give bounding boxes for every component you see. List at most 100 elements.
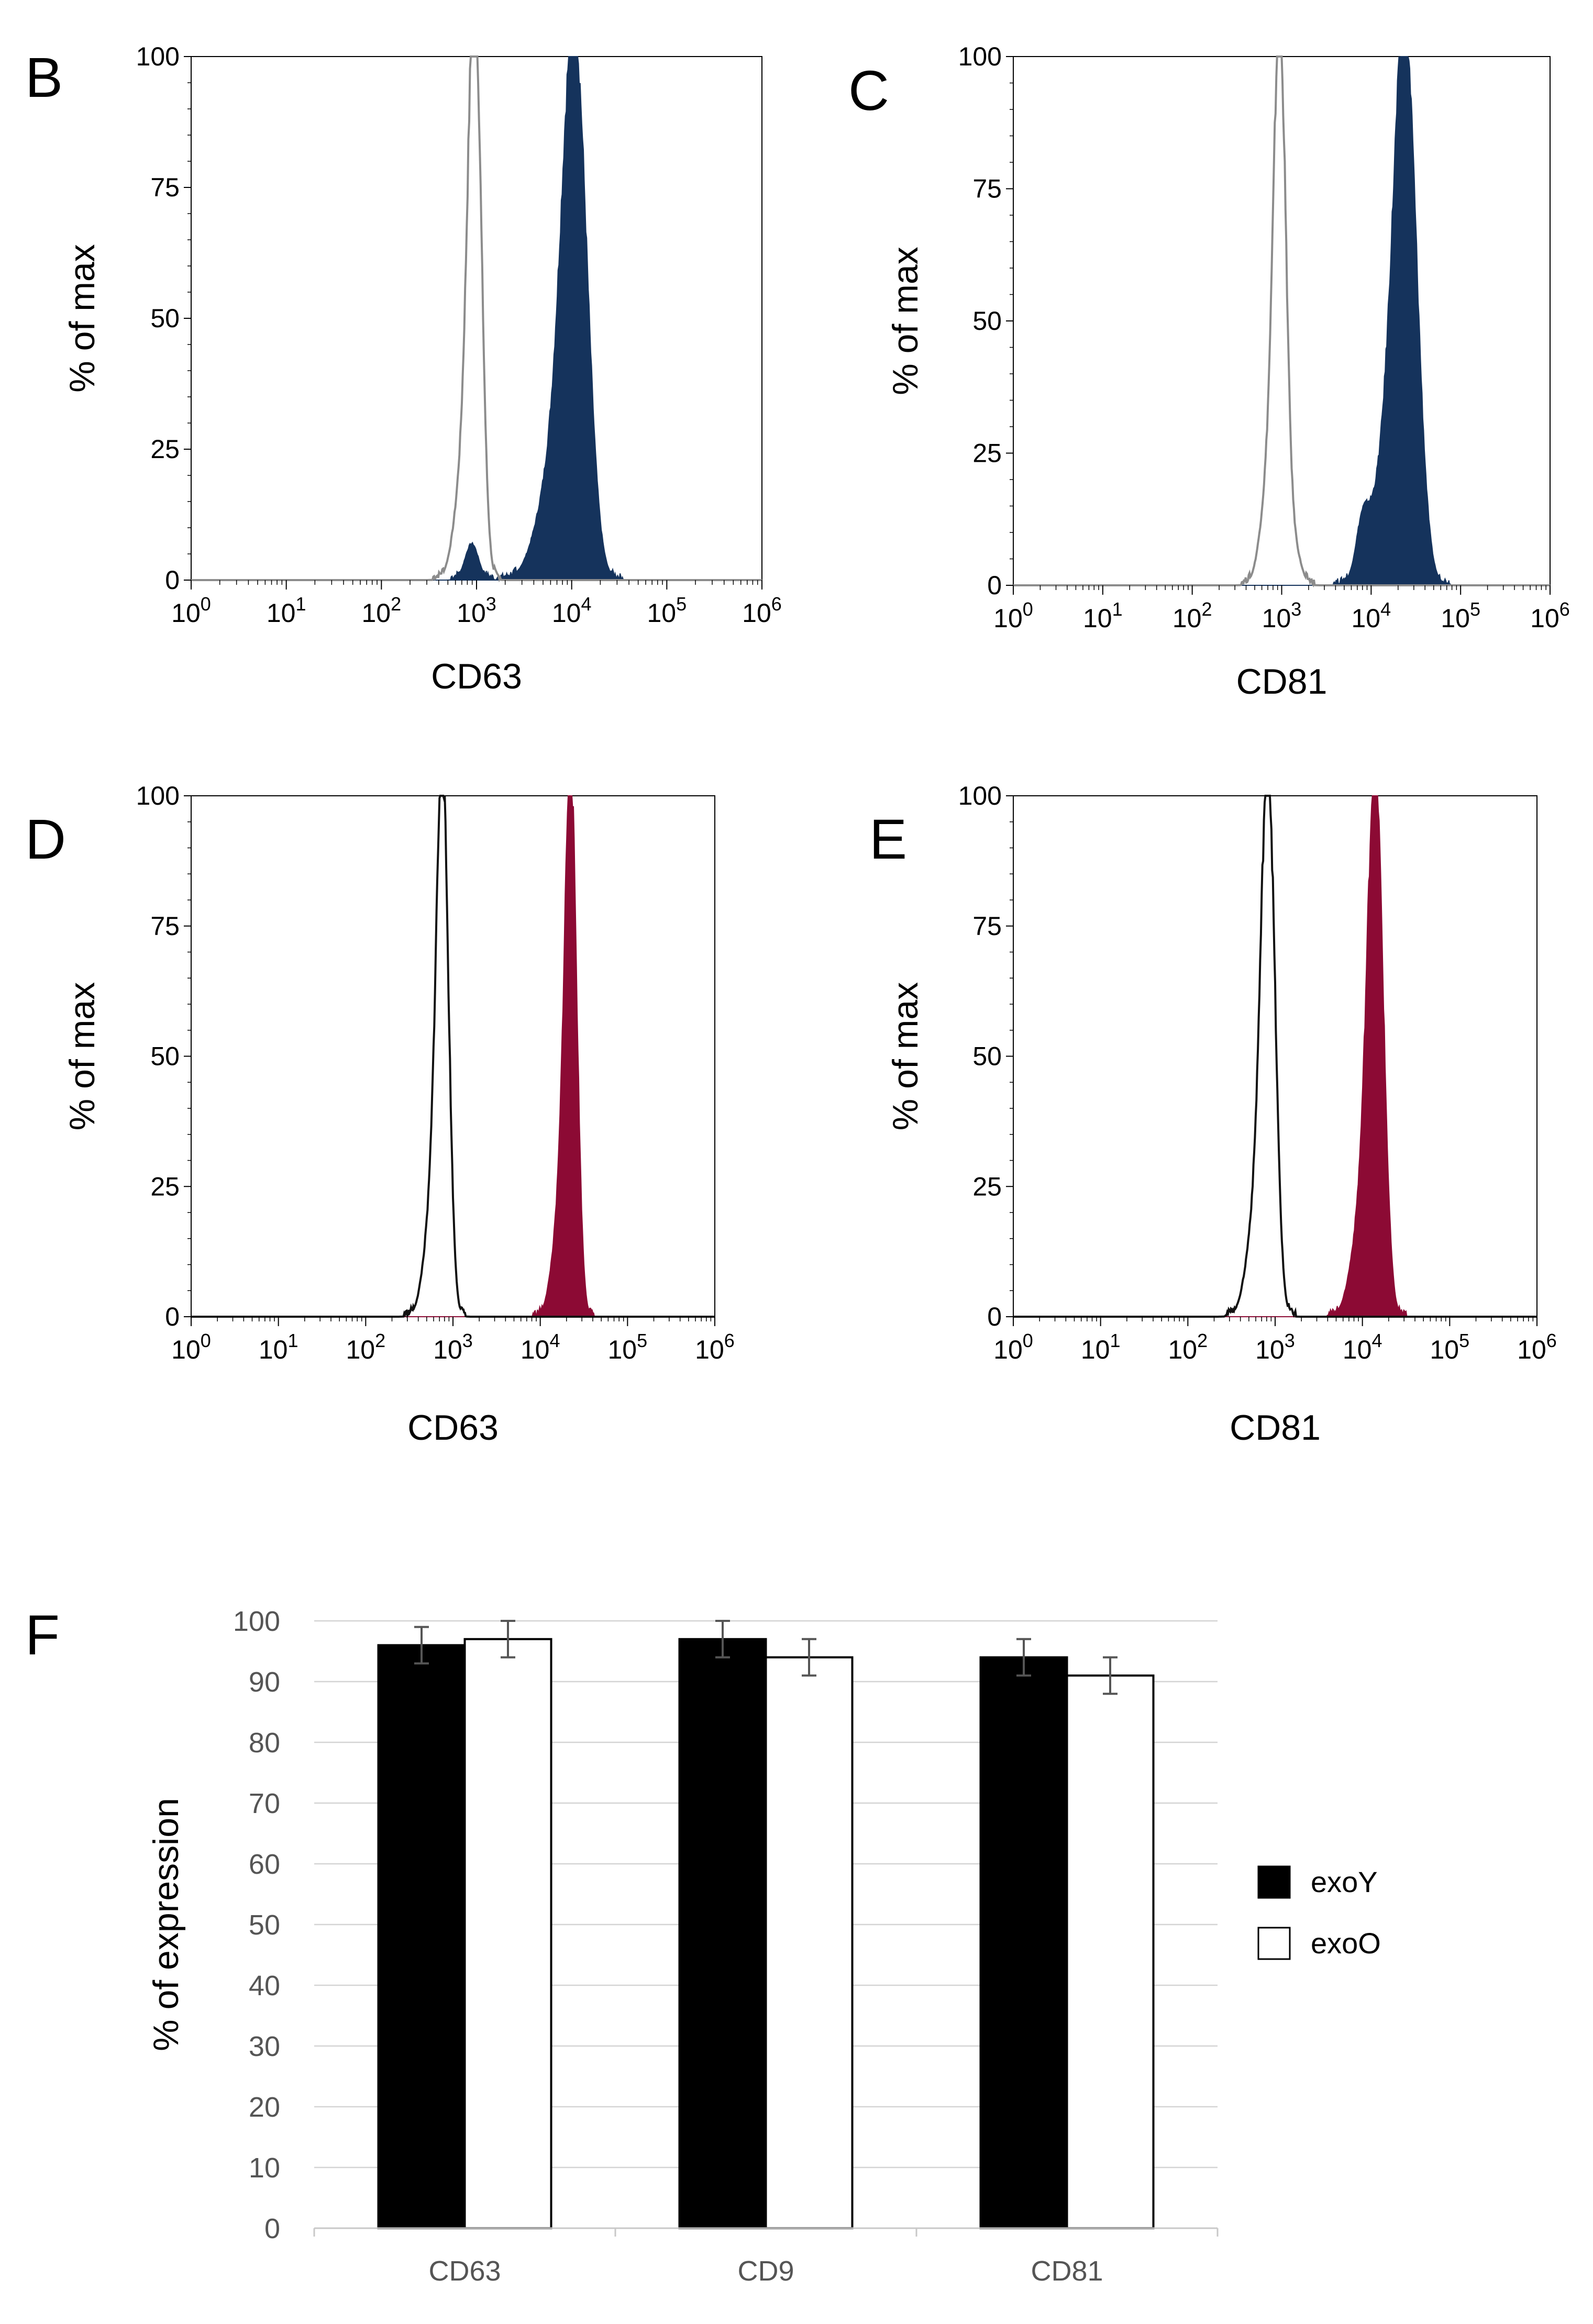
x-tick-label: 101: [267, 593, 306, 628]
y-tick-label: 50: [150, 1042, 180, 1071]
histogram-fill-cd63-b: [191, 56, 762, 582]
panel-letter-f: F: [25, 1603, 60, 1666]
x-tick-exponent: 0: [1023, 598, 1033, 620]
bar-exoO-CD81: [1066, 1674, 1155, 2229]
y-ticks-d: 0 25 50 75 100: [136, 781, 191, 1331]
x-tick-exponent: 6: [1559, 598, 1570, 620]
x-ticks-d: 100 101 102 103 104 105 106: [171, 1317, 735, 1364]
panel-letter-d: D: [25, 807, 66, 871]
y-tick-label: 60: [249, 1849, 280, 1880]
x-tick-exponent: 2: [391, 593, 401, 615]
legend-label-exoo: exoO: [1311, 1927, 1381, 1960]
y-tick-label: 10: [249, 2152, 280, 2184]
y-tick-label: 50: [249, 1909, 280, 1941]
x-ticks-b: 100 101 102 103 104 105 106: [171, 580, 782, 628]
histogram-panel-d: D 0 25 50 75 100 100 101 102 103 104 105…: [25, 781, 735, 1448]
bar-exoY-CD9: [678, 1638, 767, 2229]
x-tick-base: 10: [267, 598, 296, 628]
y-tick-label: 0: [264, 2213, 280, 2244]
x-tick-exponent: 6: [724, 1330, 735, 1351]
y-axis-label-b: % of max: [62, 244, 102, 392]
x-tick-base: 10: [1430, 1335, 1459, 1364]
minor-ticks-e: [1010, 821, 1534, 1321]
y-ticks-c: 0 25 50 75 100: [958, 42, 1013, 600]
bar-exoY-CD81: [979, 1656, 1068, 2230]
error-bar-exoO-CD63: [501, 1620, 515, 1659]
category-label: CD63: [428, 2255, 501, 2287]
x-tick-base: 10: [362, 598, 391, 628]
x-tick-label: 106: [1517, 1330, 1557, 1364]
x-tick-label: 103: [1255, 1330, 1295, 1364]
x-tick-base: 10: [259, 1335, 288, 1364]
x-tick-base: 10: [742, 598, 771, 628]
legend-swatch-exoo: [1257, 1927, 1291, 1960]
panel-letter-e: E: [869, 807, 907, 871]
x-tick-label: 100: [171, 1330, 211, 1364]
y-axis-label-d: % of max: [62, 982, 102, 1130]
histogram-outline-control-b: [191, 55, 762, 583]
error-bar-exoY-CD9: [715, 1620, 730, 1659]
y-tick-label: 80: [249, 1727, 280, 1759]
histogram-outline-control-c: [1013, 55, 1550, 588]
x-tick-base: 10: [521, 1335, 550, 1364]
x-tick-base: 10: [457, 598, 486, 628]
x-tick-base: 10: [1262, 604, 1291, 633]
x-tick-label: 102: [1172, 598, 1212, 633]
x-tick-base: 10: [1352, 604, 1381, 633]
x-tick-exponent: 5: [676, 593, 687, 615]
x-tick-exponent: 3: [1291, 598, 1301, 620]
bar-exoY-CD63: [377, 1644, 466, 2229]
y-tick-label: 20: [249, 2092, 280, 2123]
histogram-fill-cd81-e: [1013, 795, 1537, 1317]
histogram-panel-c: C 0 25 50 75 100 100 101 102 103 104 105…: [848, 42, 1570, 702]
x-tick-exponent: 1: [1112, 598, 1123, 620]
y-ticks-f: 0 10 20 30 40 50 60 70 80 90 100: [233, 1606, 280, 2244]
bars-f: [377, 1620, 1155, 2230]
y-tick-label: 100: [958, 781, 1002, 810]
x-tick-exponent: 4: [1380, 598, 1391, 620]
y-tick-label: 50: [972, 1042, 1002, 1071]
x-tick-label: 103: [457, 593, 496, 628]
x-tick-label: 105: [608, 1330, 648, 1364]
x-tick-label: 103: [433, 1330, 473, 1364]
histogram-fill-cd81-c: [1013, 56, 1550, 586]
error-bar-exoY-CD63: [414, 1626, 429, 1665]
y-tick-label: 25: [150, 435, 180, 464]
bar-exoO-CD9: [765, 1656, 854, 2230]
x-axis-label-b: CD63: [431, 657, 522, 696]
x-tick-label: 106: [695, 1330, 735, 1364]
y-tick-label: 25: [150, 1172, 180, 1201]
y-tick-label: 30: [249, 2031, 280, 2062]
x-tick-exponent: 1: [295, 593, 306, 615]
x-tick-exponent: 1: [287, 1330, 298, 1351]
x-tick-base: 10: [647, 598, 677, 628]
y-tick-label: 0: [987, 571, 1002, 600]
x-tick-exponent: 3: [1285, 1330, 1295, 1351]
error-bar-exoO-CD81: [1103, 1656, 1118, 1695]
x-tick-label: 102: [362, 593, 402, 628]
x-tick-exponent: 4: [549, 1330, 560, 1351]
x-tick-label: 101: [1083, 598, 1123, 633]
y-tick-label: 75: [972, 174, 1002, 204]
y-tick-label: 40: [249, 1970, 280, 2001]
plot-frame-d: [191, 795, 715, 1317]
x-axis-label-d: CD63: [407, 1408, 499, 1448]
panel-letter-b: B: [25, 46, 63, 109]
x-tick-label: 105: [647, 593, 687, 628]
histogram-outline-control-e: [1013, 795, 1537, 1318]
x-tick-exponent: 5: [637, 1330, 647, 1351]
category-label: CD9: [737, 2255, 794, 2287]
x-axis-label-e: CD81: [1230, 1408, 1321, 1448]
x-tick-base: 10: [171, 598, 201, 628]
y-ticks-e: 0 25 50 75 100: [958, 781, 1013, 1331]
x-tick-label: 100: [993, 598, 1033, 633]
x-tick-label: 100: [993, 1330, 1033, 1364]
x-tick-base: 10: [1441, 604, 1470, 633]
x-tick-label: 100: [171, 593, 211, 628]
x-tick-base: 10: [171, 1335, 201, 1364]
y-tick-label: 70: [249, 1788, 280, 1819]
x-tick-base: 10: [1081, 1335, 1110, 1364]
x-tick-label: 104: [552, 593, 592, 628]
y-tick-label: 75: [150, 911, 180, 941]
bar-chart-panel-f: F 0 10 20 30 40 50 60 70 80 90 100 CD63 …: [25, 1603, 1381, 2287]
